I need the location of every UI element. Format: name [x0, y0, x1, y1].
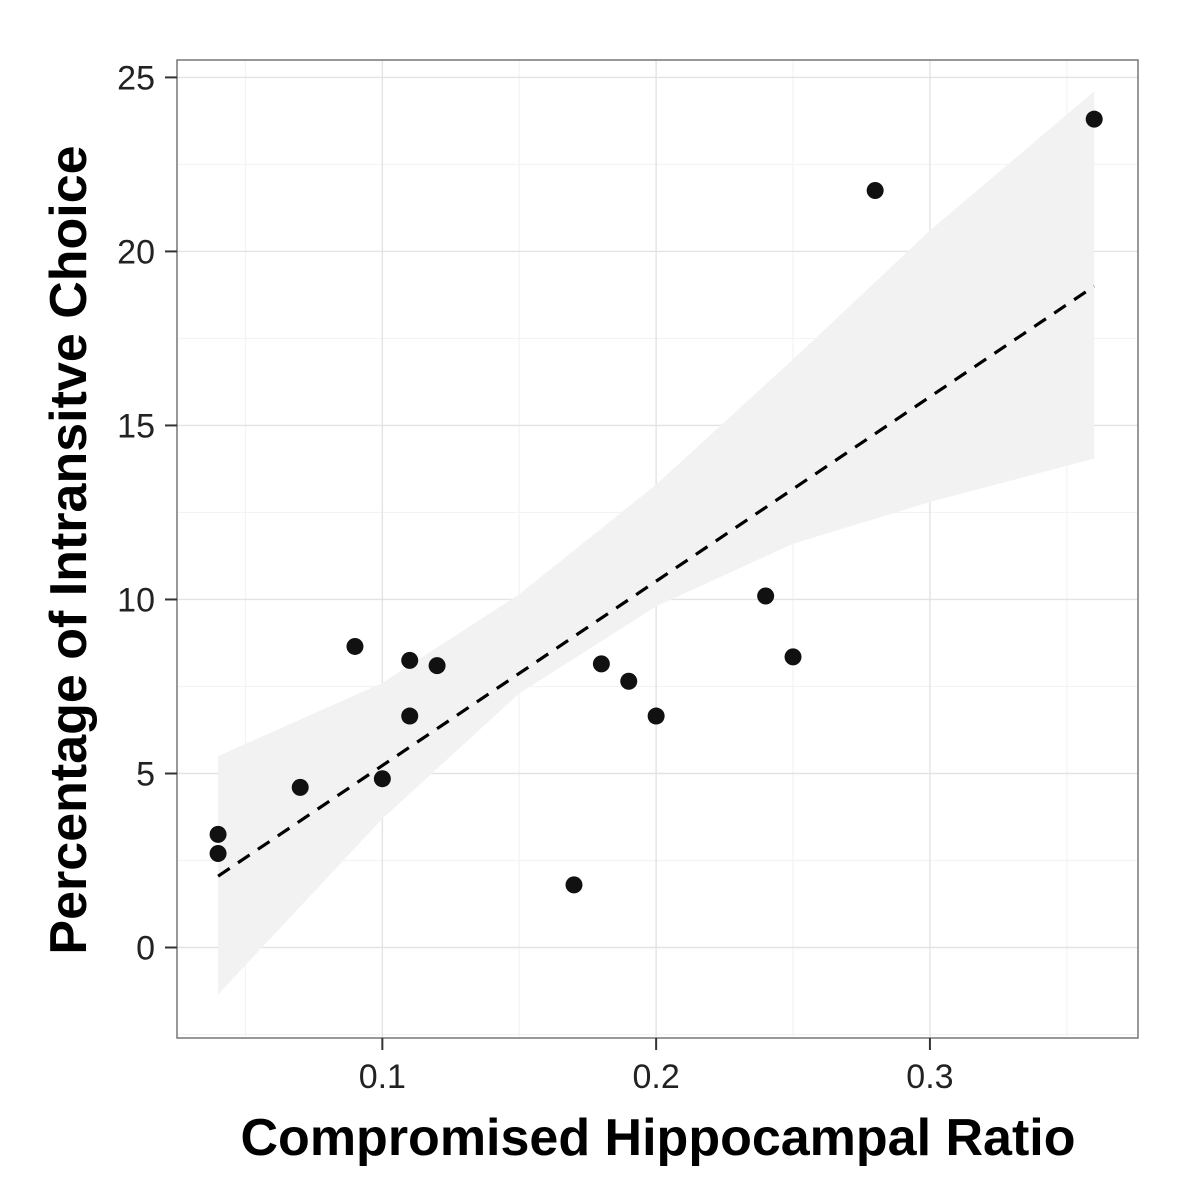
data-point — [209, 845, 227, 863]
y-axis-ticks: 0 5 10 15 20 25 — [117, 59, 177, 968]
data-point — [592, 655, 610, 673]
x-tick-label: 0.3 — [906, 1058, 953, 1096]
data-point — [401, 707, 419, 725]
data-point — [866, 182, 884, 200]
confidence-band — [218, 91, 1095, 995]
data-point — [784, 648, 802, 666]
data-point — [565, 876, 583, 894]
y-tick-label: 20 — [117, 233, 155, 271]
x-axis-title: Compromised Hippocampal Ratio — [241, 1109, 1076, 1167]
data-points — [209, 110, 1103, 894]
y-tick-label: 25 — [117, 59, 155, 97]
data-point — [373, 770, 391, 788]
data-point — [428, 657, 446, 675]
data-point — [401, 651, 419, 669]
y-tick-label: 5 — [136, 755, 155, 793]
data-point — [346, 637, 364, 655]
y-tick-label: 15 — [117, 407, 155, 445]
fit-line-layer — [217, 284, 1096, 878]
data-point — [209, 825, 227, 843]
data-point — [647, 707, 665, 725]
x-axis-ticks: 0.1 0.2 0.3 — [359, 1038, 954, 1096]
data-point — [620, 672, 638, 690]
data-point — [291, 778, 309, 796]
regression-fit-line — [217, 284, 1096, 878]
data-point — [757, 587, 775, 605]
y-axis-title: Percentage of Intransitve Choice — [40, 145, 98, 954]
x-tick-label: 0.1 — [359, 1058, 406, 1096]
y-tick-label: 0 — [136, 930, 155, 968]
confidence-band-layer — [218, 91, 1095, 995]
x-tick-label: 0.2 — [632, 1058, 679, 1096]
panel-border — [176, 59, 1139, 1039]
y-tick-label: 10 — [117, 581, 155, 619]
data-point — [1085, 110, 1103, 128]
